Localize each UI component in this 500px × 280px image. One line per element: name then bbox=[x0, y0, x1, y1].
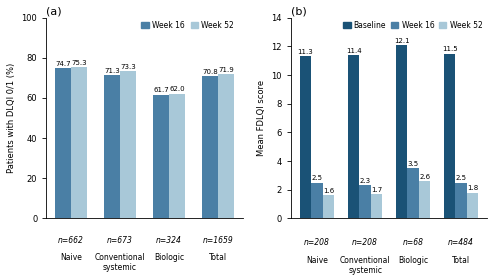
Bar bbox=[456, 183, 467, 218]
Bar bbox=[360, 185, 371, 218]
Bar bbox=[419, 181, 430, 218]
Bar bbox=[348, 55, 360, 218]
Text: 11.4: 11.4 bbox=[346, 48, 362, 53]
Bar bbox=[371, 194, 382, 218]
Text: n=484: n=484 bbox=[448, 239, 474, 248]
Text: Naive: Naive bbox=[306, 256, 328, 265]
Text: 74.7: 74.7 bbox=[55, 61, 71, 67]
Text: n=1659: n=1659 bbox=[202, 237, 234, 246]
Text: 1.8: 1.8 bbox=[467, 185, 478, 191]
Text: n=324: n=324 bbox=[156, 237, 182, 246]
Bar bbox=[444, 53, 456, 218]
Text: 1.7: 1.7 bbox=[371, 186, 382, 193]
Bar bbox=[169, 94, 184, 218]
Text: Naive: Naive bbox=[60, 253, 82, 262]
Bar bbox=[71, 67, 86, 218]
Y-axis label: Patients with DLQI 0/1 (%): Patients with DLQI 0/1 (%) bbox=[7, 63, 16, 173]
Bar bbox=[104, 75, 120, 218]
Text: n=662: n=662 bbox=[58, 237, 84, 246]
Text: 70.8: 70.8 bbox=[202, 69, 218, 75]
Text: 12.1: 12.1 bbox=[394, 38, 409, 43]
Bar bbox=[120, 71, 136, 218]
Bar bbox=[323, 195, 334, 218]
Text: 2.6: 2.6 bbox=[419, 174, 430, 180]
Bar bbox=[300, 57, 312, 218]
Bar bbox=[55, 69, 71, 218]
Legend: Baseline, Week 16, Week 52: Baseline, Week 16, Week 52 bbox=[340, 18, 486, 33]
Text: 71.9: 71.9 bbox=[218, 67, 234, 73]
Text: 71.3: 71.3 bbox=[104, 68, 120, 74]
Text: Total: Total bbox=[452, 256, 470, 265]
Bar bbox=[312, 183, 323, 218]
Text: 11.3: 11.3 bbox=[298, 49, 314, 55]
Text: n=673: n=673 bbox=[107, 237, 133, 246]
Text: 73.3: 73.3 bbox=[120, 64, 136, 70]
Text: 1.6: 1.6 bbox=[323, 188, 334, 194]
Legend: Week 16, Week 52: Week 16, Week 52 bbox=[138, 18, 237, 33]
Text: 2.3: 2.3 bbox=[360, 178, 370, 184]
Text: Total: Total bbox=[209, 253, 227, 262]
Text: n=208: n=208 bbox=[352, 239, 378, 248]
Text: Conventional
systemic: Conventional systemic bbox=[94, 253, 146, 272]
Bar bbox=[154, 95, 169, 218]
Text: 61.7: 61.7 bbox=[154, 87, 169, 93]
Text: 75.3: 75.3 bbox=[71, 60, 86, 66]
Text: (b): (b) bbox=[291, 7, 306, 17]
Bar bbox=[408, 168, 419, 218]
Text: n=208: n=208 bbox=[304, 239, 330, 248]
Text: Conventional
systemic: Conventional systemic bbox=[340, 256, 390, 275]
Text: 3.5: 3.5 bbox=[408, 161, 418, 167]
Text: Biologic: Biologic bbox=[154, 253, 184, 262]
Bar bbox=[218, 74, 234, 218]
Text: Biologic: Biologic bbox=[398, 256, 428, 265]
Bar bbox=[396, 45, 407, 218]
Bar bbox=[202, 76, 218, 218]
Bar bbox=[467, 193, 478, 218]
Y-axis label: Mean FDLQI score: Mean FDLQI score bbox=[257, 80, 266, 156]
Text: 11.5: 11.5 bbox=[442, 46, 458, 52]
Text: 62.0: 62.0 bbox=[169, 86, 184, 92]
Text: n=68: n=68 bbox=[402, 239, 423, 248]
Text: 2.5: 2.5 bbox=[312, 175, 322, 181]
Text: (a): (a) bbox=[46, 7, 62, 17]
Text: 2.5: 2.5 bbox=[456, 175, 466, 181]
